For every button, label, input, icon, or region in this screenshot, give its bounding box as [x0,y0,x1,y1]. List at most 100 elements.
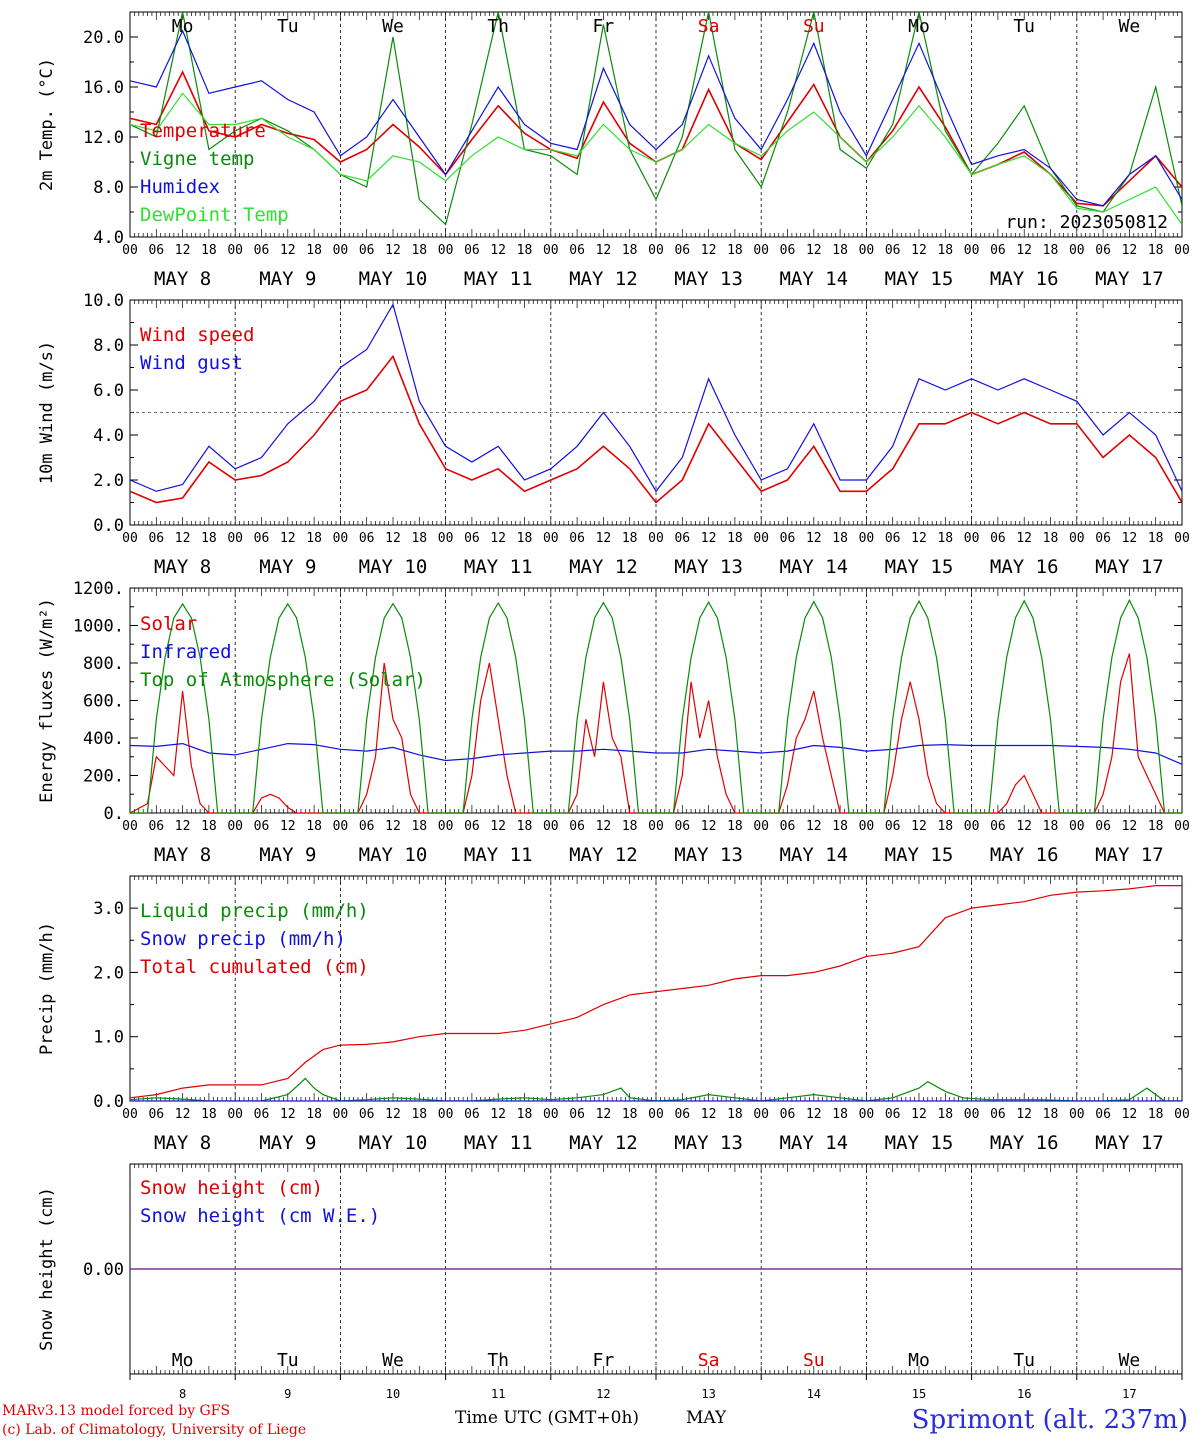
hour-tick-label: 12 [806,819,822,834]
hour-tick-label: 00 [964,1107,980,1122]
weekday-label: We [1119,16,1141,37]
hour-tick-label: 06 [148,819,164,834]
hour-tick-label: 00 [1069,1107,1085,1122]
date-label: MAY 15 [885,1132,954,1154]
hour-tick-label: 12 [175,1107,191,1122]
hour-tick-label: 12 [1016,531,1032,546]
date-label: MAY 10 [359,268,428,290]
hour-tick-label: 12 [280,1107,296,1122]
date-label: MAY 15 [885,268,954,290]
y-tick-label: 0.0 [93,516,124,536]
hour-tick-label: 00 [859,1107,875,1122]
weekday-label: Tu [277,1350,299,1371]
legend-humidex: Humidex [140,176,220,198]
meteogram-panels: 4.0 8.0 12.0 16.0 20.0 2m Temp. (°C) Temperatu… [37,11,1190,1380]
hour-tick-label: 00 [753,243,769,258]
hour-tick-label: 06 [359,819,375,834]
legend-wind-gust: Wind gust [140,352,243,374]
y-tick-label: 12.0 [83,128,124,148]
legend-snow-precip-mm-h: Snow precip (mm/h) [140,928,346,950]
weekday-label: We [382,1350,404,1371]
y-tick-label: 8.0 [93,178,124,198]
weekday-label: Th [487,16,509,37]
series-line-solar [130,653,1182,813]
day-numbers: 8 9 10 11 12 13 14 15 16 17 [179,1387,1137,1401]
hour-tick-label: 06 [359,243,375,258]
date-label: MAY 9 [259,1132,316,1154]
hour-tick-label: 06 [674,819,690,834]
hour-tick-label: 18 [201,1107,217,1122]
hour-tick-label: 18 [1043,819,1059,834]
hour-tick-label: 00 [227,819,243,834]
hour-tick-label: 00 [753,819,769,834]
hour-tick-label: 12 [701,1107,717,1122]
date-label: MAY 11 [464,268,533,290]
hour-tick-label: 18 [1148,243,1164,258]
hour-tick-label: 00 [1174,531,1190,546]
hour-tick-label: 18 [201,531,217,546]
hour-tick-label: 12 [1016,1107,1032,1122]
hour-tick-label: 06 [885,531,901,546]
hour-tick-label: 12 [1016,243,1032,258]
hour-tick-label: 12 [911,243,927,258]
hour-tick-label: 18 [727,243,743,258]
date-label: MAY 17 [1095,556,1164,578]
hour-tick-label: 06 [1095,531,1111,546]
panel-snow-height-cm: 0.00 Snow height (cm) Snow height (cm) Snow… [37,1163,1183,1380]
legend-top-of-atmosphere-solar: Top of Atmosphere (Solar) [140,669,426,691]
panel-10m-wind-m-s: 0.0 2.0 4.0 6.0 8.0 10.0 10m Wind (m/s) Wind sp… [37,291,1190,578]
hour-tick-label: 12 [596,243,612,258]
hour-tick-label: 18 [937,531,953,546]
hour-tick-label: 06 [780,243,796,258]
hour-tick-label: 06 [254,243,270,258]
series-line-wind-speed [130,354,1182,504]
hour-tick-label: 00 [543,243,559,258]
y-tick-label: 2.0 [93,963,124,983]
hour-tick-label: 06 [780,1107,796,1122]
panel-frame [129,587,1183,814]
panel-precip-mm-h: 0.0 1.0 2.0 3.0 Precip (mm/h) Liquid precip (… [37,875,1190,1154]
hour-tick-label: 12 [280,531,296,546]
hour-tick-label: 06 [885,819,901,834]
y-axis-label: Snow height (cm) [37,1187,57,1351]
date-label: MAY 16 [990,844,1059,866]
hour-tick-label: 00 [964,243,980,258]
date-label: MAY 17 [1095,844,1164,866]
hour-tick-label: 12 [1122,243,1138,258]
hour-tick-label: 00 [122,531,138,546]
legend-infrared: Infrared [140,641,232,663]
hour-tick-label: 06 [254,819,270,834]
day-number: 9 [284,1387,291,1401]
hour-tick-label: 18 [517,1107,533,1122]
hour-tick-label: 12 [911,531,927,546]
hour-tick-label: 00 [648,531,664,546]
day-number: 17 [1122,1387,1136,1401]
series-line-vigne-temp [130,12,1182,226]
hour-tick-label: 00 [1069,819,1085,834]
y-axis-label: Energy fluxes (W/m²) [37,598,57,803]
hour-tick-label: 00 [964,819,980,834]
hour-tick-label: 06 [1095,819,1111,834]
hour-tick-label: 12 [911,1107,927,1122]
legend-solar: Solar [140,613,197,635]
hour-tick-label: 06 [1095,1107,1111,1122]
hour-tick-label: 12 [175,819,191,834]
hour-tick-label: 18 [727,531,743,546]
hour-tick-label: 18 [201,819,217,834]
y-tick-label: 10.0 [83,291,124,311]
weekday-label: Sa [698,1350,720,1371]
hour-tick-label: 12 [701,243,717,258]
hour-tick-label: 18 [517,531,533,546]
hour-tick-label: 12 [175,243,191,258]
date-label: MAY 13 [674,1132,743,1154]
date-label: MAY 9 [259,268,316,290]
date-label: MAY 14 [779,1132,848,1154]
hour-tick-label: 18 [411,819,427,834]
legend-vigne-temp: Vigne temp [140,148,254,170]
date-label: MAY 8 [154,268,211,290]
hour-tick-label: 12 [806,531,822,546]
hour-tick-label: 00 [227,243,243,258]
day-number: 14 [807,1387,821,1401]
hour-tick-label: 06 [148,531,164,546]
